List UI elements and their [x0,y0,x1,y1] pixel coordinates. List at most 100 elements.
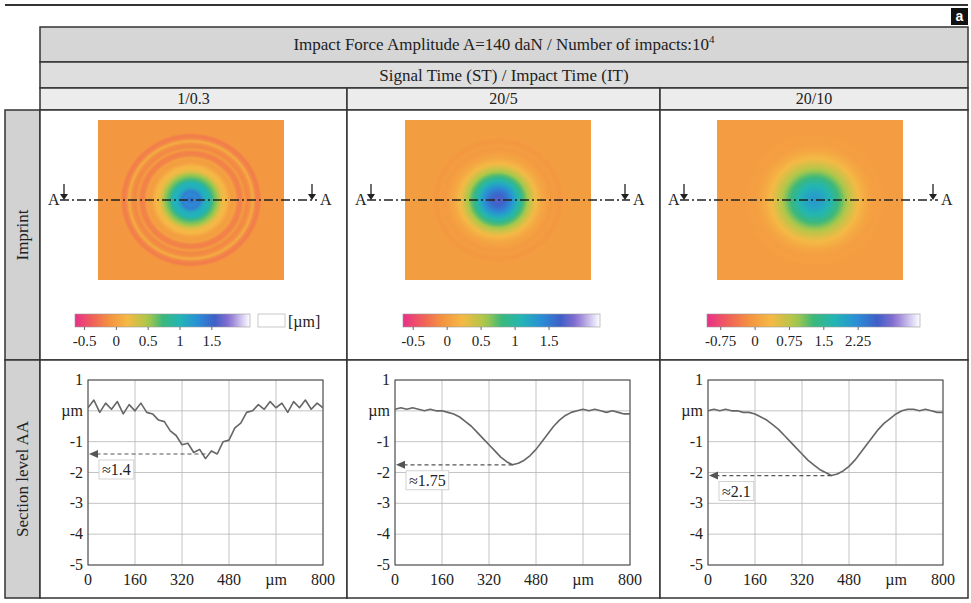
colorbar-tick [720,327,721,330]
column-label-cell [347,88,660,110]
colorbar-tick-label: 0.75 [776,333,802,349]
header-title-text: Impact Force Amplitude A=140 daN / Numbe… [293,35,709,54]
imprint-cell [40,110,347,360]
header-subtitle-cell [40,62,968,88]
header-subtitle: Signal Time (ST) / Impact Time (IT) [379,66,628,85]
x-tick-label: 0 [704,571,712,588]
section-chart: 0160320480µm800-5-4-3-2-1µm1≈1.4 [61,371,335,589]
plot-area [395,380,630,565]
y-tick-label: µm [61,402,83,420]
colorbar-tick [789,327,790,330]
colorbar-tick-label: 0 [751,333,759,349]
y-tick-label: -3 [690,494,703,511]
depth-label: ≈1.75 [409,472,446,489]
x-tick-label: 0 [391,571,399,588]
grid-line-y [88,534,323,535]
colorbar-tick-label: 1.5 [814,333,833,349]
depth-arrow [96,453,206,454]
plot-area [88,380,323,565]
plot-area [708,380,943,565]
x-tick-label: 160 [743,571,767,588]
y-tick-label: -3 [377,494,390,511]
y-tick-label: 1 [695,371,703,388]
x-tick-label: 800 [311,571,335,588]
grid-line-y [708,441,943,442]
colorbar-tick-label: 0.5 [139,333,158,349]
column-label: 1/0.3 [177,90,209,107]
colorbar-tick [84,327,85,330]
section-arrow [624,184,625,195]
top-rule [5,4,968,6]
section-arrow [63,184,64,195]
plot-frame [708,380,943,565]
x-tick-label: 800 [931,571,955,588]
x-tick-label: 320 [170,571,194,588]
imprint-cell [347,110,660,360]
grid-line-y [88,441,323,442]
y-tick-label: -4 [690,525,703,542]
y-tick-label: -5 [690,556,703,573]
colorbar-tick [447,327,448,330]
y-tick-label: 1 [382,371,390,388]
section-arrowhead [60,194,68,200]
colorbar [707,314,920,327]
figure: a Impact Force Amplitude A=140 daN / Numb… [0,0,971,603]
section-arrow [932,184,933,195]
column-label: 20/5 [489,90,517,107]
grid-line-y [88,503,323,504]
column-label-cell [40,88,347,110]
x-tick-label: 480 [837,571,861,588]
depth-label-box [99,460,134,479]
grid-line-y [708,410,943,411]
colorbar-unit-box [258,314,285,327]
y-tick-label: -2 [377,464,390,481]
colorbar-unit: [µm] [288,313,320,331]
y-tick-label: -1 [377,433,390,450]
panel-letter-box [951,8,968,25]
section-arrowhead [308,194,316,200]
section-cell [347,360,660,598]
row-header-cell [5,360,40,598]
colorbar-tick-label: 2.25 [845,333,871,349]
colorbar-tick-label: 0.5 [472,333,491,349]
section-arrowhead [621,194,629,200]
section-mark: A [633,191,645,208]
section-cell [40,360,347,598]
x-tick-label: 160 [430,571,454,588]
row-label: Imprint [13,209,32,260]
column-label: 20/10 [796,90,832,107]
colorbar-tick [858,327,859,330]
colorbar-tick [211,327,212,330]
colorbar-tick-label: -0.75 [705,333,736,349]
section-arrowhead [929,194,937,200]
y-tick-label: µm [681,402,703,420]
y-tick-label: -1 [690,433,703,450]
colorbar-tick-label: -0.5 [73,333,97,349]
colorbar [403,314,600,327]
grid-line-y [395,534,630,535]
panel-letter: a [956,8,964,24]
section-arrowhead [680,194,688,200]
colorbar-tick-label: 0 [443,333,451,349]
y-tick-label: -5 [70,556,83,573]
y-tick-label: -4 [70,525,83,542]
depth-arrow [716,475,831,476]
data-group [708,409,943,475]
y-tick-label: -4 [377,525,390,542]
section-chart: 0160320480µm800-5-4-3-2-1µm1≈1.75 [368,371,642,589]
section-profile [88,400,323,459]
y-tick-label: µm [368,402,390,420]
colorbar-tick-label: 1.5 [202,333,221,349]
colorbar-tick-label: 0 [113,333,121,349]
y-tick-label: -2 [70,464,83,481]
x-tick-label: 480 [524,571,548,588]
header-title-superscript: 4 [709,33,715,45]
section-chart: 0160320480µm800-5-4-3-2-1µm1≈2.1 [681,371,955,589]
depth-label: ≈1.4 [102,461,131,478]
plot-frame [88,380,323,565]
section-cell [660,360,968,598]
grid-line-y [395,503,630,504]
section-profile [708,409,943,475]
section-mark: A [941,191,953,208]
x-tick-label: µm [572,571,594,589]
